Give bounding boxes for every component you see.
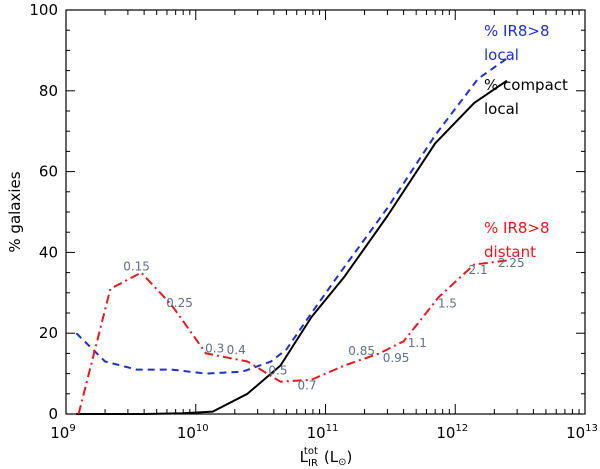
value-annotation: 0.15 — [123, 260, 150, 274]
x-axis-label-main: L — [300, 448, 309, 466]
y-axis-label: % galaxies — [6, 171, 24, 252]
value-annotation: 2.1 — [469, 263, 488, 277]
series-label: local — [484, 46, 519, 64]
axes-frame — [65, 9, 586, 415]
value-annotation: 0.7 — [297, 378, 316, 392]
x-tick-label: 1011 — [307, 423, 339, 442]
series-line-compact-local — [76, 79, 508, 415]
series-label: distant — [484, 243, 536, 261]
value-annotation: 0.25 — [166, 296, 193, 310]
x-axis-label: LIRtot (L⊙) — [300, 446, 353, 469]
value-annotation: 2.25 — [498, 256, 525, 270]
series-line-ir8-8-distant — [77, 259, 508, 415]
y-tick-label: 80 — [39, 82, 58, 100]
x-axis-label-sub: IR — [308, 458, 318, 469]
plot-frame — [65, 9, 586, 415]
x-tick-label: 1013 — [566, 423, 598, 442]
x-tick-label: 1010 — [177, 423, 209, 442]
series-label: % IR8>8 — [484, 219, 550, 237]
value-annotation: 0.3 — [205, 342, 224, 356]
x-axis-label-unit-close: ) — [346, 448, 352, 466]
x-tick-label: 1012 — [436, 423, 468, 442]
value-annotation: 0.5 — [268, 363, 287, 377]
ticks: 0 20 40 60 80 100 109 1010 1011 1012 1013 — [29, 1, 598, 442]
y-tick-label: 100 — [29, 1, 58, 19]
series-layer — [75, 57, 508, 415]
series-label: local — [484, 100, 519, 118]
value-annotation: 1.1 — [408, 336, 427, 350]
x-axis-label-sup: tot — [304, 446, 318, 457]
series-line-ir8-8-local — [75, 57, 508, 375]
y-tick-label: 20 — [39, 324, 58, 342]
series-label: % compact — [484, 76, 568, 94]
x-axis-label-unit-open: (L — [324, 448, 339, 466]
x-tick-label: 109 — [50, 423, 75, 442]
value-annotation: 0.85 — [348, 344, 375, 358]
y-tick-label: 0 — [48, 405, 58, 423]
x-axis-label-unit-sun: ⊙ — [338, 457, 346, 468]
y-tick-label: 40 — [39, 243, 58, 261]
value-annotation: 1.5 — [438, 297, 457, 311]
series-label: % IR8>8 — [484, 22, 550, 40]
annotations-layer: 0.15 0.25 0.3 0.4 0.5 0.7 0.85 0.951.1 1.5 2.1 2.2… — [123, 256, 524, 392]
y-tick-label: 60 — [39, 163, 58, 181]
labels-layer: % IR8>8 local % compact local % IR8>8 distant — [484, 22, 568, 261]
value-annotation: 0.4 — [227, 343, 246, 357]
value-annotation: 0.95 — [383, 351, 410, 365]
